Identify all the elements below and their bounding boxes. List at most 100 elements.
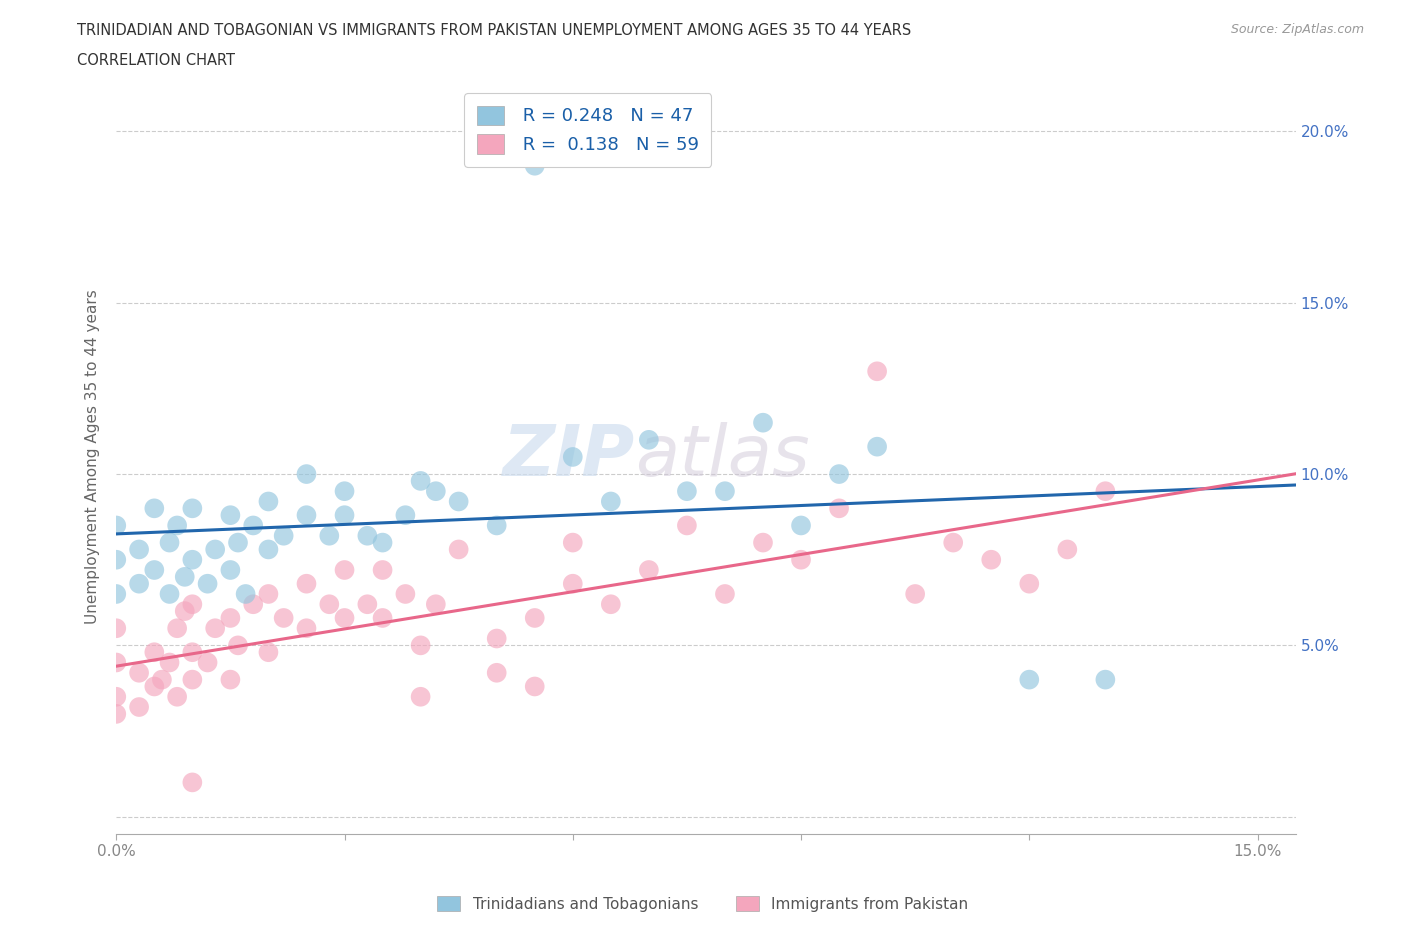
Point bbox=[197, 655, 219, 670]
Point bbox=[105, 689, 128, 704]
Point bbox=[561, 535, 583, 550]
Point bbox=[371, 610, 394, 625]
Point bbox=[409, 689, 432, 704]
Point bbox=[866, 364, 889, 379]
Point bbox=[333, 610, 356, 625]
Point bbox=[273, 610, 295, 625]
Point bbox=[143, 679, 166, 694]
Point bbox=[257, 587, 280, 602]
Point bbox=[561, 449, 583, 464]
Text: CORRELATION CHART: CORRELATION CHART bbox=[77, 53, 235, 68]
Point bbox=[166, 518, 188, 533]
Point bbox=[1018, 577, 1040, 591]
Point bbox=[242, 597, 264, 612]
Point bbox=[714, 587, 737, 602]
Point bbox=[105, 655, 128, 670]
Point bbox=[561, 577, 583, 591]
Point bbox=[599, 597, 621, 612]
Point bbox=[219, 610, 242, 625]
Point bbox=[181, 672, 204, 687]
Text: ZIP: ZIP bbox=[503, 422, 636, 491]
Point bbox=[226, 638, 249, 653]
Point bbox=[523, 610, 546, 625]
Point bbox=[105, 518, 128, 533]
Point bbox=[159, 587, 181, 602]
Point bbox=[166, 621, 188, 636]
Point bbox=[1056, 542, 1078, 557]
Point bbox=[273, 528, 295, 543]
Point bbox=[159, 655, 181, 670]
Point bbox=[105, 552, 128, 567]
Point bbox=[181, 597, 204, 612]
Point bbox=[143, 644, 166, 659]
Point bbox=[318, 528, 340, 543]
Point bbox=[752, 415, 775, 430]
Point bbox=[105, 707, 128, 722]
Point bbox=[128, 577, 150, 591]
Point bbox=[143, 501, 166, 516]
Point bbox=[409, 638, 432, 653]
Point bbox=[371, 563, 394, 578]
Point bbox=[752, 535, 775, 550]
Point bbox=[219, 672, 242, 687]
Point bbox=[828, 467, 851, 482]
Point bbox=[166, 689, 188, 704]
Legend:  R = 0.248   N = 47,  R =  0.138   N = 59: R = 0.248 N = 47, R = 0.138 N = 59 bbox=[464, 93, 711, 167]
Point bbox=[1018, 672, 1040, 687]
Point bbox=[904, 587, 927, 602]
Point bbox=[485, 665, 508, 680]
Point bbox=[714, 484, 737, 498]
Legend: Trinidadians and Tobagonians, Immigrants from Pakistan: Trinidadians and Tobagonians, Immigrants… bbox=[432, 889, 974, 918]
Point bbox=[318, 597, 340, 612]
Point bbox=[637, 432, 659, 447]
Point bbox=[425, 597, 447, 612]
Point bbox=[181, 775, 204, 790]
Point bbox=[257, 494, 280, 509]
Point bbox=[105, 621, 128, 636]
Point bbox=[394, 587, 416, 602]
Point bbox=[790, 518, 813, 533]
Point bbox=[790, 552, 813, 567]
Text: atlas: atlas bbox=[636, 422, 810, 491]
Point bbox=[295, 621, 318, 636]
Point bbox=[485, 631, 508, 646]
Point bbox=[204, 542, 226, 557]
Point bbox=[599, 494, 621, 509]
Point bbox=[523, 158, 546, 173]
Point bbox=[181, 501, 204, 516]
Point bbox=[676, 518, 699, 533]
Point bbox=[128, 542, 150, 557]
Point bbox=[1094, 484, 1116, 498]
Point bbox=[866, 439, 889, 454]
Point bbox=[173, 604, 195, 618]
Point bbox=[409, 473, 432, 488]
Point bbox=[128, 699, 150, 714]
Point bbox=[235, 587, 257, 602]
Point bbox=[333, 563, 356, 578]
Point bbox=[105, 587, 128, 602]
Text: Source: ZipAtlas.com: Source: ZipAtlas.com bbox=[1230, 23, 1364, 36]
Text: TRINIDADIAN AND TOBAGONIAN VS IMMIGRANTS FROM PAKISTAN UNEMPLOYMENT AMONG AGES 3: TRINIDADIAN AND TOBAGONIAN VS IMMIGRANTS… bbox=[77, 23, 911, 38]
Point bbox=[1094, 672, 1116, 687]
Point bbox=[333, 484, 356, 498]
Point bbox=[219, 508, 242, 523]
Point bbox=[219, 563, 242, 578]
Point bbox=[637, 563, 659, 578]
Point bbox=[828, 501, 851, 516]
Y-axis label: Unemployment Among Ages 35 to 44 years: Unemployment Among Ages 35 to 44 years bbox=[86, 289, 100, 624]
Point bbox=[295, 467, 318, 482]
Point bbox=[128, 665, 150, 680]
Point bbox=[485, 518, 508, 533]
Point bbox=[295, 508, 318, 523]
Point bbox=[394, 508, 416, 523]
Point bbox=[942, 535, 965, 550]
Point bbox=[295, 577, 318, 591]
Point bbox=[173, 569, 195, 584]
Point bbox=[181, 552, 204, 567]
Point bbox=[197, 577, 219, 591]
Point bbox=[333, 508, 356, 523]
Point bbox=[242, 518, 264, 533]
Point bbox=[676, 484, 699, 498]
Point bbox=[257, 644, 280, 659]
Point bbox=[159, 535, 181, 550]
